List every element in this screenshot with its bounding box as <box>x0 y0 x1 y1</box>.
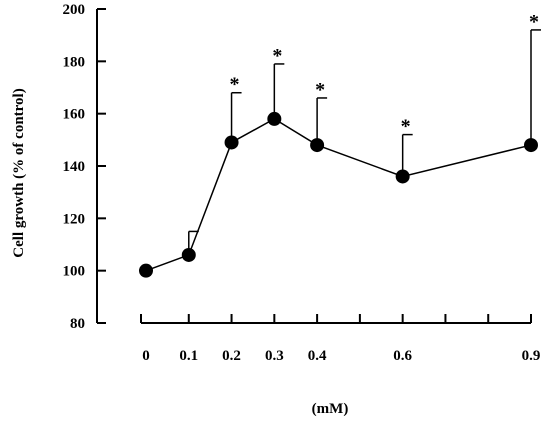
x-tick-label-0.9: 0.9 <box>522 348 541 364</box>
y-tick-label-180: 180 <box>63 54 86 70</box>
x-tick-label-0.6: 0.6 <box>393 348 412 364</box>
y-tick-label-200: 200 <box>63 2 86 18</box>
x-tick-label-0.4: 0.4 <box>308 348 327 364</box>
data-point-3 <box>267 111 282 126</box>
significance-star-5: * <box>401 116 411 138</box>
data-point-4 <box>310 138 325 153</box>
error-bars <box>188 29 541 255</box>
series-line <box>145 118 532 272</box>
data-points <box>139 111 538 278</box>
significance-star-6: * <box>529 11 539 33</box>
significance-star-2: * <box>230 74 240 96</box>
data-point-6 <box>524 138 538 153</box>
axes <box>96 9 531 324</box>
series-line-group <box>145 118 532 272</box>
y-tick-label-120: 120 <box>63 211 86 227</box>
x-tick-label-0: 0 <box>142 348 150 364</box>
y-axis-label: Cell growth (% of control) <box>11 88 27 257</box>
y-tick-label-80: 80 <box>70 316 85 332</box>
x-tick-label-0.2: 0.2 <box>222 348 241 364</box>
x-tick-label-0.3: 0.3 <box>265 348 284 364</box>
x-axis-label: (mM) <box>312 401 349 417</box>
data-point-1 <box>181 247 196 262</box>
data-point-2 <box>224 135 239 150</box>
significance-markers: * * * * * <box>230 11 539 138</box>
significance-star-3: * <box>272 45 282 67</box>
y-tick-label-160: 160 <box>63 107 86 123</box>
data-point-0 <box>139 263 153 278</box>
y-tick-label-140: 140 <box>63 159 86 175</box>
data-point-5 <box>395 169 410 184</box>
x-tick-label-0.1: 0.1 <box>179 348 198 364</box>
y-tick-label-100: 100 <box>63 264 86 280</box>
significance-star-4: * <box>315 79 325 101</box>
y-axis-ticks: 80 100 120 140 160 180 200 <box>63 2 106 332</box>
x-axis-ticks: 0 0.1 0.2 0.3 0.4 0.6 0.9 <box>140 314 541 364</box>
